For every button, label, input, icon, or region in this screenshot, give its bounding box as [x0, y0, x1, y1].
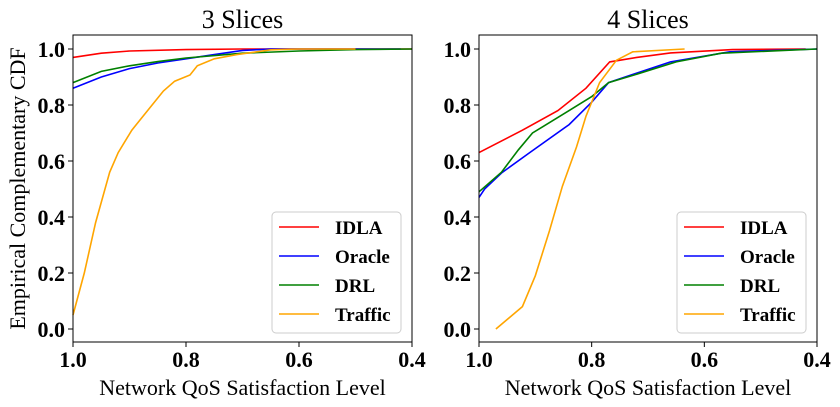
y-tick-label: 1.0: [444, 37, 472, 62]
series-line-drl: [478, 48, 818, 193]
y-tick-label: 0.2: [444, 261, 472, 286]
legend-label-oracle: Oracle: [335, 247, 390, 268]
y-tick-label: 0.6: [444, 149, 472, 174]
legend-box: [676, 211, 807, 334]
legend-label-traffic: Traffic: [335, 305, 391, 326]
y-tick-label: 0.0: [38, 317, 66, 342]
series-line-traffic: [72, 48, 356, 316]
legend-label-idla: IDLA: [740, 218, 788, 239]
x-tick-label: 0.6: [285, 347, 313, 372]
legend-label-traffic: Traffic: [740, 305, 796, 326]
y-tick-label: 0.4: [38, 205, 66, 230]
legend: IDLA Oracle DRL Traffic: [271, 211, 402, 334]
x-tick-label: 0.8: [578, 347, 606, 372]
y-tick-label: 0.8: [38, 93, 66, 118]
x-tick-label: 0.8: [172, 347, 200, 372]
y-tick-label: 0.2: [38, 261, 66, 286]
axes-frame: [72, 34, 413, 343]
chart-panel-2: 1.0 0.8 0.6 0.4 0.0 0.2 0.4 0.6 0.8 1.0 4 Slices Ne…: [444, 5, 831, 400]
y-tick-label: 0.0: [444, 317, 472, 342]
y-tick-label: 0.4: [444, 205, 472, 230]
chart-panel-1: 1.0 0.8 0.6 0.4 0.0 0.2 0.4 0.6 0.8 1.0 3 Slices Ne…: [5, 5, 426, 400]
x-tick-label: 0.4: [803, 347, 831, 372]
series-line-idla: [478, 48, 806, 154]
x-tick-label: 1.0: [59, 347, 87, 372]
legend-label-oracle: Oracle: [740, 247, 795, 268]
legend-label-drl: DRL: [740, 276, 780, 297]
x-axis-label: Network QoS Satisfaction Level: [99, 375, 386, 400]
legend-label-drl: DRL: [335, 276, 375, 297]
chart-title: 3 Slices: [202, 5, 284, 34]
x-tick-label: 0.4: [398, 347, 426, 372]
legend-label-idla: IDLA: [335, 218, 383, 239]
x-tick-label: 0.6: [691, 347, 719, 372]
legend-box: [271, 211, 402, 334]
chart-title: 4 Slices: [607, 5, 689, 34]
x-axis-label: Network QoS Satisfaction Level: [505, 375, 792, 400]
series-line-traffic: [495, 48, 685, 330]
y-tick-label: 0.6: [38, 149, 66, 174]
x-tick-label: 1.0: [465, 347, 493, 372]
y-tick-label: 1.0: [38, 37, 66, 62]
y-tick-label: 0.8: [444, 93, 472, 118]
series-line-drl: [72, 48, 413, 84]
y-axis-label: Empirical Complementary CDF: [5, 47, 30, 329]
legend: IDLA Oracle DRL Traffic: [676, 211, 807, 334]
axes-frame: [478, 34, 818, 343]
